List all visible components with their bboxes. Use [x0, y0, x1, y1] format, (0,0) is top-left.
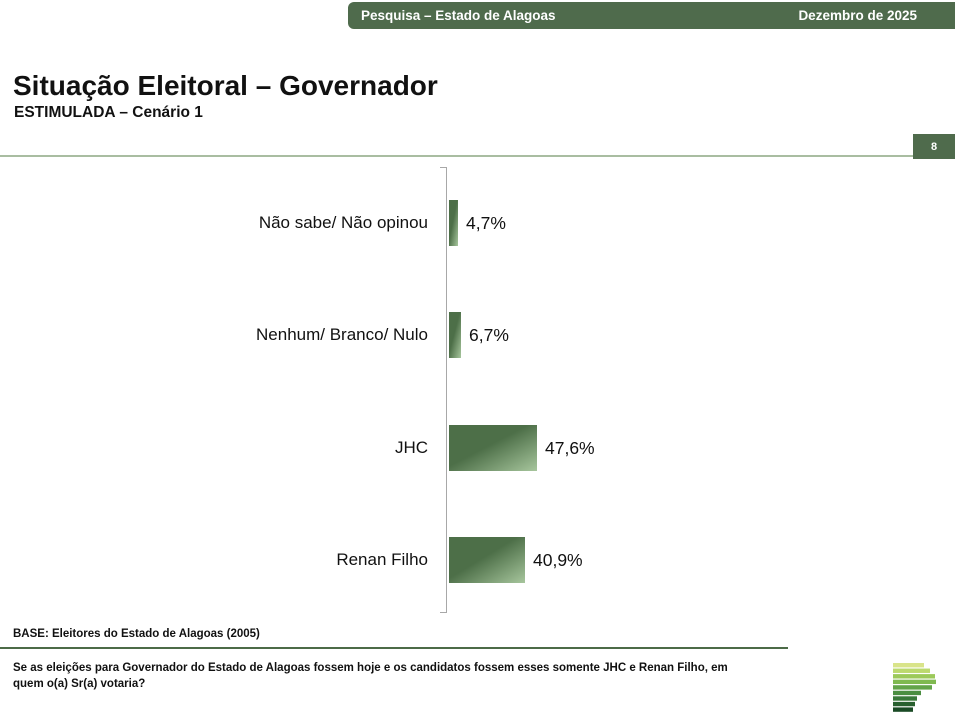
- page-number-badge: 8: [913, 134, 955, 159]
- category-label: JHC: [394, 438, 428, 457]
- axis-tick-top: [440, 167, 447, 168]
- base-note: BASE: Eleitores do Estado de Alagoas (20…: [13, 628, 260, 640]
- bar: [449, 312, 461, 358]
- question-text: Se as eleições para Governador do Estado…: [13, 662, 728, 691]
- bar: [449, 537, 525, 583]
- value-label: 40,9%: [533, 550, 583, 570]
- logo-bar: [893, 679, 936, 685]
- page-subtitle: ESTIMULADA – Cenário 1: [14, 104, 203, 121]
- base-divider: [0, 647, 788, 649]
- bar-chart: Não sabe/ Não opinou 4,7% Nenhum/ Branco/ …: [0, 167, 955, 613]
- logo-bar: [893, 663, 924, 668]
- logo-bar: [893, 707, 913, 712]
- header-bar: Pesquisa – Estado de Alagoas Dezembro de…: [348, 2, 955, 29]
- logo-bar: [893, 690, 921, 696]
- value-label: 6,7%: [469, 325, 509, 345]
- value-label: 47,6%: [545, 438, 595, 458]
- axis-tick-bottom: [440, 612, 447, 613]
- bar: [449, 200, 458, 246]
- category-label: Renan Filho: [336, 550, 428, 569]
- logo-bar: [893, 696, 917, 701]
- category-label: Nenhum/ Branco/ Nulo: [256, 325, 428, 344]
- logo-bar: [893, 668, 930, 673]
- page-title: Situação Eleitoral – Governador: [13, 70, 438, 101]
- company-logo: [893, 663, 936, 712]
- logo-bar: [893, 685, 932, 690]
- category-label: Não sabe/ Não opinou: [258, 213, 428, 232]
- logo-bar: [893, 701, 915, 707]
- header-date: Dezembro de 2025: [798, 8, 917, 23]
- header-title: Pesquisa – Estado de Alagoas: [361, 8, 556, 23]
- title-divider: [0, 155, 955, 157]
- logo-bar: [893, 674, 935, 679]
- value-label: 4,7%: [466, 213, 506, 233]
- chart-axis: [446, 167, 447, 613]
- bar: [449, 425, 537, 471]
